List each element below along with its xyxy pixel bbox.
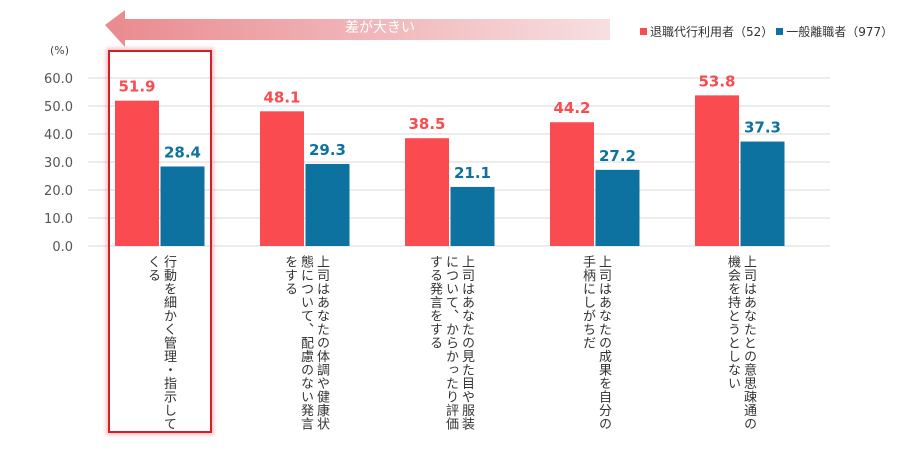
x-tick-label: 上司はあなたの成果を自分の 手柄にしがちだ (579, 255, 611, 431)
x-tick-label-line: 上司はあなたの成果を自分の (596, 255, 611, 431)
data-label: 29.3 (309, 141, 346, 159)
legend-label-1: 一般離職者（977） (786, 25, 894, 39)
arrow-annotation: 差が大きい (345, 20, 415, 36)
bar-1-3 (595, 169, 640, 246)
data-label: 53.8 (698, 72, 735, 90)
y-tick-label: 20.0 (44, 184, 73, 199)
y-tick-label: 50.0 (44, 100, 73, 115)
y-tick-label: 40.0 (44, 128, 73, 143)
x-tick-label: 行動を細かく管理・指示して くる (144, 255, 176, 431)
bar-1-4 (740, 141, 785, 246)
data-label: 38.5 (408, 115, 445, 133)
x-tick-label-line: について、からかったり評価 (443, 255, 458, 431)
x-tick-label-line: くる (145, 255, 160, 282)
legend-swatch-0 (640, 28, 647, 35)
bar-1-1 (305, 163, 350, 246)
x-tick-label: 上司はあなたの体調や健康状 態について、配慮のない発言 をする (281, 255, 329, 431)
bar-0-0 (115, 100, 159, 247)
legend: 退職代行利用者（52） 一般離職者（977） (640, 23, 893, 40)
bar-1-2 (450, 186, 495, 246)
x-tick-label-line: 機会を持とうとしない (725, 255, 740, 390)
bar-1-0 (160, 166, 205, 246)
data-label: 51.9 (118, 78, 155, 96)
x-tick-label-line: 行動を細かく管理・指示して (161, 255, 176, 431)
y-axis-unit: (%) (50, 44, 70, 57)
highlight-box (108, 50, 212, 433)
data-label: 48.1 (263, 88, 300, 106)
x-tick-label-line: 手柄にしがちだ (580, 255, 595, 350)
bar-0-4 (695, 95, 739, 246)
legend-label-0: 退職代行利用者（52） (650, 25, 774, 39)
data-label: 28.4 (164, 143, 201, 161)
data-label: 21.1 (454, 164, 491, 182)
legend-swatch-1 (776, 28, 784, 35)
bar-0-3 (550, 122, 594, 246)
y-tick-label: 10.0 (44, 212, 73, 227)
data-label: 37.3 (744, 119, 781, 137)
x-tick-label-line: 上司はあなたの体調や健康状 (314, 255, 329, 431)
difference-arrow (105, 10, 610, 47)
data-label: 27.2 (599, 147, 636, 165)
x-tick-label: 上司はあなたの見た目や服装 について、からかったり評価 する発言をする (426, 255, 474, 431)
x-tick-label-line: をする (282, 255, 297, 296)
x-tick-label-line: 上司はあなたの見た目や服装 (459, 255, 474, 431)
y-tick-label: 30.0 (44, 156, 73, 171)
x-tick-label: 上司はあなたとの意思疎通の 機会を持とうとしない (724, 255, 756, 431)
data-label: 44.2 (553, 99, 590, 117)
y-tick-label: 0.0 (52, 240, 73, 255)
y-tick-label: 60.0 (44, 72, 73, 87)
bar-0-2 (405, 138, 449, 246)
x-tick-label-line: する発言をする (427, 255, 442, 350)
bar-0-1 (260, 111, 304, 246)
x-tick-label-line: 上司はあなたとの意思疎通の (741, 255, 756, 431)
x-tick-label-line: 態について、配慮のない発言 (298, 255, 313, 431)
